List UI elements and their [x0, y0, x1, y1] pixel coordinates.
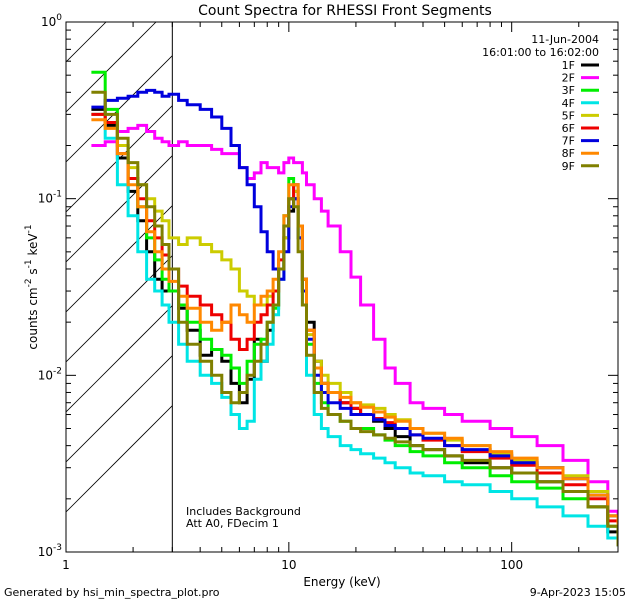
x-tick-label: 10	[281, 558, 296, 572]
legend-label-7F: 7F	[562, 135, 575, 148]
legend-label-9F: 9F	[562, 160, 575, 173]
hatch-line	[66, 255, 173, 363]
legend-label-1F: 1F	[562, 59, 575, 72]
note-attenuator: Att A0, FDecim 1	[186, 517, 279, 530]
hatched-region	[66, 0, 173, 552]
hatch-line	[66, 355, 173, 463]
axes: 1 10 100 100 10-1 10-2 10-3	[38, 13, 619, 572]
note-background: Includes Background	[186, 505, 301, 518]
x-tick-label: 1	[62, 558, 70, 572]
date-annotation: 11-Jun-2004	[531, 33, 599, 46]
series-line-2F	[91, 123, 618, 534]
x-axis-label: Energy (keV)	[303, 575, 380, 589]
legend-label-5F: 5F	[562, 109, 575, 122]
time-range-annotation: 16:01:00 to 16:02:00	[482, 46, 599, 59]
y-tick-label: 10-2	[38, 366, 62, 382]
series-line-6F	[91, 112, 618, 540]
chart-title: Count Spectra for RHESSI Front Segments	[198, 3, 492, 19]
y-tick-label: 10-1	[38, 190, 62, 206]
generated-by-footer: Generated by hsi_min_spectra_plot.pro	[4, 586, 220, 599]
series-line-3F	[91, 70, 618, 540]
y-axis-label: counts cm-2 s-1 keV-1	[24, 224, 40, 349]
hatch-line	[66, 305, 173, 413]
series-group	[91, 70, 618, 547]
legend-label-3F: 3F	[562, 84, 575, 97]
series-line-4F	[91, 112, 618, 547]
series-line-1F	[91, 107, 618, 547]
y-tick-label: 100	[41, 13, 62, 29]
series-line-8F	[91, 118, 618, 534]
legend-label-6F: 6F	[562, 122, 575, 135]
timestamp-footer: 9-Apr-2023 15:05	[530, 586, 626, 599]
x-tick-label: 100	[500, 558, 523, 572]
hatch-line	[66, 22, 157, 113]
legend-label-4F: 4F	[562, 97, 575, 110]
hatch-line	[66, 405, 173, 513]
y-tick-label: 10-3	[38, 543, 62, 559]
series-line-9F	[91, 90, 618, 547]
legend-label-8F: 8F	[562, 147, 575, 160]
hatch-line	[66, 22, 107, 63]
plot-frame	[65, 21, 619, 553]
legend-label-2F: 2F	[562, 72, 575, 85]
hatch-line	[66, 55, 173, 163]
hatch-line	[66, 0, 172, 12]
hatch-line	[66, 155, 173, 263]
